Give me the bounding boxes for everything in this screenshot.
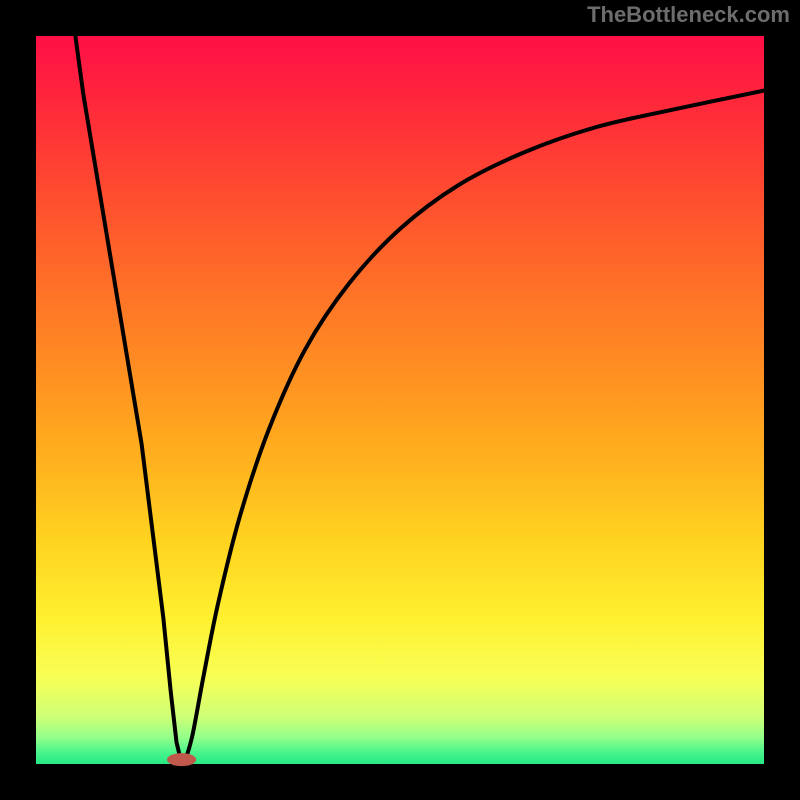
plot-background-gradient (36, 36, 764, 764)
bottleneck-chart (0, 0, 800, 800)
attribution-watermark: TheBottleneck.com (587, 2, 790, 28)
minimum-marker (167, 753, 196, 766)
chart-container: TheBottleneck.com (0, 0, 800, 800)
